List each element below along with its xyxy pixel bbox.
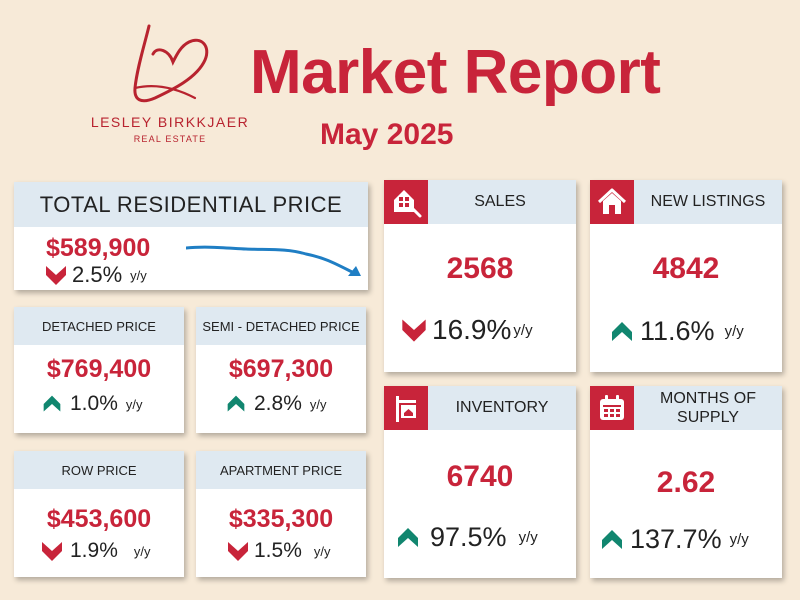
up-arrow-icon [398,527,418,547]
semi-detached-price-card: SEMI - DETACHED PRICE $697,300 2.8% y/y [196,307,366,433]
down-arrow-icon [42,542,62,561]
page-title: Market Report [250,38,661,107]
card-title: DETACHED PRICE [42,318,156,334]
change-percent: 1.5% [254,539,302,562]
card-title: INVENTORY [455,399,549,416]
change-percent: 2.5% [72,262,123,287]
up-arrow-icon [43,395,61,412]
card-change: 1.9% y/y [40,539,151,563]
change-unit: y/y [313,543,331,559]
card-change: 1.0% y/y [42,392,143,416]
card-title: SALES [474,193,526,210]
change-percent: 11.6% [640,316,715,346]
apartment-price-card: APARTMENT PRICE $335,300 1.5% y/y [196,451,366,577]
house-icon [590,180,634,224]
down-arrow-icon [46,266,66,285]
brand-name: LESLEY BIRKKJAER [90,114,250,130]
months-of-supply-card: MONTHS OF SUPPLY 2.62 137.7% y/y [590,386,782,578]
brand-logo: LESLEY BIRKKJAER REAL ESTATE [72,14,262,154]
new-listings-card: NEW LISTINGS 4842 11.6% y/y [590,180,782,372]
card-title: TOTAL RESIDENTIAL PRICE [39,191,343,217]
change-unit: y/y [130,267,147,283]
row-price-card: ROW PRICE $453,600 1.9% y/y [14,451,184,577]
house-tag-icon [384,180,428,224]
card-change: 2.5% y/y [44,262,147,288]
card-value: 2568 [446,252,514,285]
card-title-line1: MONTHS OF [660,389,756,407]
change-unit: y/y [309,396,327,412]
card-value: $769,400 [46,355,152,383]
change-unit: y/y [724,323,744,340]
card-value: $335,300 [228,505,334,533]
down-arrow-icon [228,542,248,561]
change-percent: 1.9% [70,539,118,562]
sales-card: SALES 2568 16.9% y/y [384,180,576,372]
card-value: 4842 [652,252,720,285]
card-value: $697,300 [228,355,334,383]
card-change: 16.9% y/y [400,314,533,346]
card-title: APARTMENT PRICE [219,462,343,478]
up-arrow-icon [602,529,622,549]
card-value: $453,600 [46,505,152,533]
card-title-line2: SUPPLY [677,409,739,426]
total-price-card: TOTAL RESIDENTIAL PRICE $589,900 2.5% y/… [14,182,368,290]
card-change: 2.8% y/y [226,392,327,416]
detached-price-card: DETACHED PRICE $769,400 1.0% y/y [14,307,184,433]
change-percent: 137.7% [630,524,722,554]
card-header: APARTMENT PRICE [196,451,366,489]
inventory-card: INVENTORY 6740 97.5% y/y [384,386,576,578]
change-unit: y/y [729,531,749,548]
down-arrow-icon [402,319,426,342]
heart-logo-icon [133,24,209,103]
card-value: 2.62 [656,466,716,499]
card-change: 11.6% y/y [610,316,744,347]
card-change: 1.5% y/y [226,539,331,563]
up-arrow-icon [227,395,245,412]
card-value: 6740 [446,460,514,493]
up-arrow-icon [612,321,632,341]
card-change: 97.5% y/y [396,522,538,553]
change-unit: y/y [513,321,533,339]
page-subtitle: May 2025 [320,118,454,151]
change-percent: 2.8% [254,392,302,415]
trend-line-down-icon [186,245,361,276]
house-sign-icon [384,386,428,430]
change-percent: 16.9% [432,314,512,345]
card-change: 137.7% y/y [600,524,749,555]
card-title: ROW PRICE [61,462,137,478]
card-title: NEW LISTINGS [650,193,766,210]
brand-subtitle: REAL ESTATE [133,134,207,144]
change-unit: y/y [125,396,143,412]
change-unit: y/y [133,543,151,559]
change-percent: 97.5% [430,522,507,552]
card-header: SEMI - DETACHED PRICE [196,307,366,345]
card-title: SEMI - DETACHED PRICE [202,318,360,334]
card-header: TOTAL RESIDENTIAL PRICE [14,182,368,227]
calendar-icon [590,386,634,430]
change-percent: 1.0% [70,392,118,415]
card-value: $589,900 [46,234,151,262]
change-unit: y/y [518,529,538,546]
card-header: ROW PRICE [14,451,184,489]
card-header: DETACHED PRICE [14,307,184,345]
